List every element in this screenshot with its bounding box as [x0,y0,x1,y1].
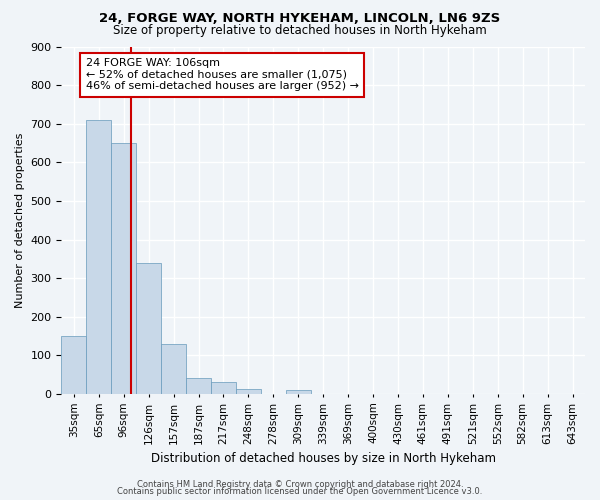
Text: 24 FORGE WAY: 106sqm
← 52% of detached houses are smaller (1,075)
46% of semi-de: 24 FORGE WAY: 106sqm ← 52% of detached h… [86,58,359,92]
Bar [86,120,111,394]
Text: Contains HM Land Registry data © Crown copyright and database right 2024.: Contains HM Land Registry data © Crown c… [137,480,463,489]
Bar [111,143,136,394]
Y-axis label: Number of detached properties: Number of detached properties [15,132,25,308]
Text: 24, FORGE WAY, NORTH HYKEHAM, LINCOLN, LN6 9ZS: 24, FORGE WAY, NORTH HYKEHAM, LINCOLN, L… [100,12,500,26]
Bar [136,262,161,394]
Bar [186,378,211,394]
Bar [286,390,311,394]
Bar [211,382,236,394]
X-axis label: Distribution of detached houses by size in North Hykeham: Distribution of detached houses by size … [151,452,496,465]
Bar [236,390,261,394]
Bar [161,344,186,394]
Text: Contains public sector information licensed under the Open Government Licence v3: Contains public sector information licen… [118,487,482,496]
Bar [61,336,86,394]
Text: Size of property relative to detached houses in North Hykeham: Size of property relative to detached ho… [113,24,487,37]
